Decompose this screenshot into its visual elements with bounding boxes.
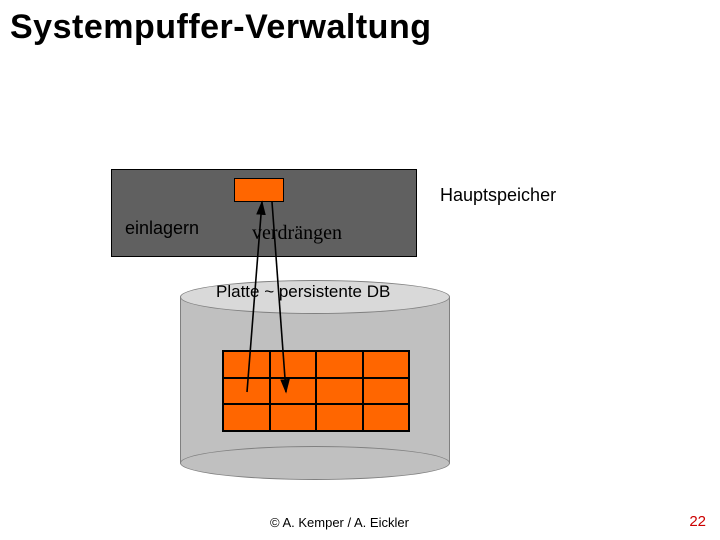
grid-cell bbox=[363, 404, 410, 431]
grid-row bbox=[223, 351, 409, 378]
main-memory-label: Hauptspeicher bbox=[440, 185, 556, 206]
disk-label: Platte ~ persistente DB bbox=[216, 282, 390, 302]
grid-cell bbox=[363, 351, 410, 378]
slide-title: Systempuffer-Verwaltung bbox=[10, 8, 431, 47]
grid-cell bbox=[223, 351, 270, 378]
page-number: 22 bbox=[689, 513, 706, 530]
grid-cell bbox=[363, 378, 410, 405]
grid-row bbox=[223, 378, 409, 405]
grid-cell bbox=[270, 404, 317, 431]
einlagern-label: einlagern bbox=[125, 218, 199, 239]
memory-page-cell bbox=[234, 178, 284, 202]
grid-row bbox=[223, 404, 409, 431]
verdraengen-label: verdrängen bbox=[252, 222, 342, 245]
disk-bottom-ellipse bbox=[180, 446, 450, 480]
copyright-footer: © A. Kemper / A. Eickler bbox=[270, 515, 409, 530]
grid-cell bbox=[316, 378, 363, 405]
grid-cell bbox=[270, 351, 317, 378]
disk-page-grid bbox=[222, 350, 410, 432]
grid-cell bbox=[316, 351, 363, 378]
grid-cell bbox=[316, 404, 363, 431]
grid-cell bbox=[223, 378, 270, 405]
grid-cell bbox=[270, 378, 317, 405]
grid-cell bbox=[223, 404, 270, 431]
